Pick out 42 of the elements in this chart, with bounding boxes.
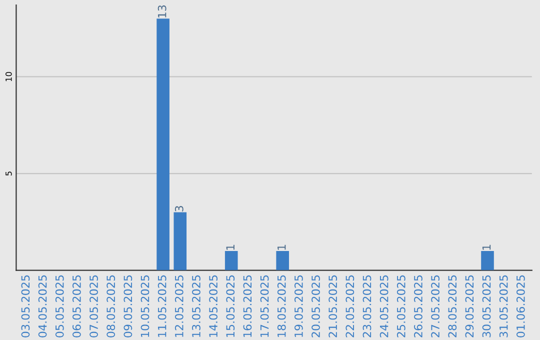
x-tick-label: 21.05.2025 (328, 275, 338, 338)
y-tick-label: 10 (6, 72, 12, 82)
x-tick-label: 04.05.2025 (38, 275, 47, 338)
x-tick-label: 18.05.2025 (277, 275, 286, 337)
x-tick-label: 27.05.2025 (431, 275, 440, 338)
x-tick-label: 20.05.2025 (312, 275, 320, 338)
x-tick-label: 29.05.2025 (465, 275, 474, 338)
x-tick-label: 06.05.2025 (72, 275, 81, 338)
x-tick-label: 25.05.2025 (396, 275, 406, 338)
x-tick-label: 14.05.2025 (209, 275, 218, 337)
x-tick-label: 09.05.2025 (124, 275, 132, 338)
bar (174, 212, 187, 270)
x-tick-label: 01.06.2025 (516, 275, 525, 338)
data-label: 1 (482, 244, 491, 250)
bar (224, 250, 238, 270)
x-tick-label: 03.05.2025 (21, 275, 30, 338)
x-tick-label: 22.05.2025 (346, 275, 354, 338)
x-tick-label: 28.05.2025 (448, 275, 457, 338)
x-tick-label: 15.05.2025 (226, 275, 235, 337)
x-tick-label: 13.05.2025 (192, 275, 200, 337)
x-tick-label: 23.05.2025 (362, 275, 372, 338)
y-tick-label: 5 (6, 172, 12, 176)
bar (276, 250, 289, 270)
x-tick-label: 05.05.2025 (55, 275, 64, 338)
x-tick-label: 11.05.2025 (158, 275, 166, 337)
data-label: 3 (174, 206, 184, 212)
x-tick-label: 07.05.2025 (90, 275, 98, 338)
data-label: 13 (158, 5, 166, 18)
x-tick-label: 31.05.2025 (499, 275, 508, 338)
x-tick-label: 19.05.2025 (294, 275, 303, 337)
x-tick-label: 30.05.2025 (482, 275, 491, 338)
x-tick-label: 16.05.2025 (243, 275, 252, 337)
bar (156, 18, 170, 270)
x-tick-label: 08.05.2025 (106, 275, 116, 338)
bar (481, 250, 494, 270)
x-tick-label: 26.05.2025 (414, 275, 422, 338)
x-tick-label: 10.05.2025 (140, 275, 150, 337)
x-tick-label: 12.05.2025 (174, 275, 184, 337)
x-tick-label: 17.05.2025 (260, 275, 269, 337)
data-label: 1 (278, 244, 286, 250)
x-tick-label: 24.05.2025 (380, 275, 388, 338)
data-label: 1 (226, 244, 234, 250)
